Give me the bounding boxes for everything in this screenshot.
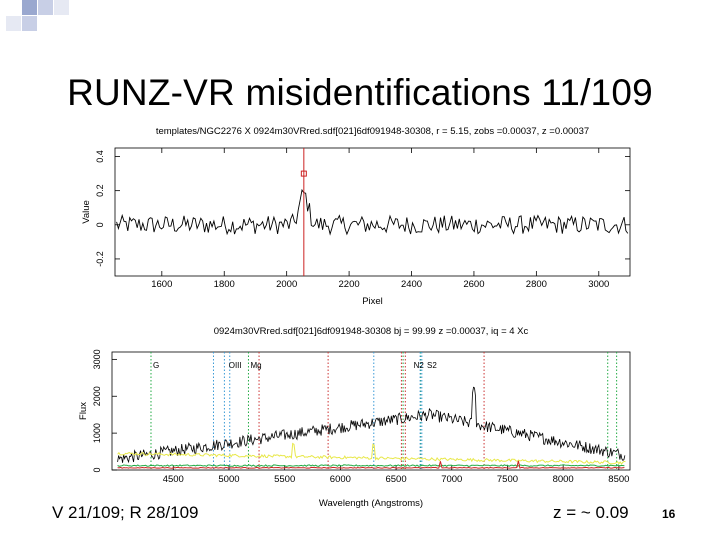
chart2-y-tick-label: 0 <box>92 467 102 472</box>
chart1-frame <box>114 147 631 277</box>
chart1-y-tick-label: 0.2 <box>95 184 105 197</box>
chart1-x-tick-label: 2200 <box>339 279 360 290</box>
chart2-x-tick-label: 5000 <box>218 474 239 485</box>
chart2-x-tick-label: 8500 <box>608 474 629 485</box>
chart2-x-tick-label: 4500 <box>163 474 184 485</box>
chart2-x-tick-label: 7000 <box>441 474 462 485</box>
chart1-x-tick-label: 1800 <box>214 279 235 290</box>
chart2-x-tick-label: 7500 <box>497 474 518 485</box>
chart2-x-tick-label: 6500 <box>385 474 406 485</box>
slide-title: RUNZ-VR misidentifications 11/109 <box>67 72 653 113</box>
deco-square <box>54 0 69 15</box>
chart2-line-label: N2 <box>414 361 425 370</box>
chart1-x-tick-label: 2800 <box>526 279 547 290</box>
chart2-x-tick-label: 8000 <box>553 474 574 485</box>
chart2-template-line <box>117 460 625 469</box>
chart2-x-tick-label: 5500 <box>274 474 295 485</box>
deco-square <box>38 0 53 15</box>
chart1-x-tick-label: 3000 <box>588 279 609 290</box>
chart1-correlation-line <box>116 188 629 236</box>
chart2-line-label: G <box>153 361 159 370</box>
chart2-line-label: OIII <box>229 361 242 370</box>
chart2-sky-line <box>117 442 626 465</box>
chart1-y-tick-label: 0 <box>95 222 105 227</box>
chart2-x-tick-label: 6000 <box>330 474 351 485</box>
chart2-frame <box>111 351 631 471</box>
chart1-y-tick-label: -0.2 <box>95 251 105 267</box>
chart1-y-label: Value <box>81 200 92 224</box>
chart1-x-label: Pixel <box>362 296 383 307</box>
chart1-x-tick-label: 2400 <box>401 279 422 290</box>
page-number: 16 <box>662 507 676 521</box>
deco-square <box>6 16 21 31</box>
chart1-y-tick-label: 0.4 <box>95 150 105 163</box>
chart2-title: 0924m30VRred.sdf[021]6df091948-30308 bj … <box>214 326 529 337</box>
chart1-x-tick-label: 2000 <box>276 279 297 290</box>
chart2-y-tick-label: 2000 <box>92 386 102 406</box>
chart2-line-label: S2 <box>427 361 437 370</box>
chart2-y-tick-label: 1000 <box>92 423 102 443</box>
chart2-x-label: Wavelength (Angstroms) <box>319 498 423 509</box>
chart2-y-label: Flux <box>78 402 89 420</box>
deco-square <box>22 16 37 31</box>
chart1-title: templates/NGC2276 X 0924m30VRred.sdf[021… <box>156 126 589 137</box>
chart2-y-tick-label: 3000 <box>92 349 102 369</box>
footer-left-stats: V 21/109; R 28/109 <box>52 503 199 522</box>
chart2-line-label: Mg <box>250 361 261 370</box>
chart2-flux-line <box>117 386 626 464</box>
corner-decoration <box>6 0 69 31</box>
chart1-peak-marker <box>300 170 307 177</box>
footer-right-redshift: z = ~ 0.09 <box>553 503 629 522</box>
chart1-x-tick-label: 2600 <box>463 279 484 290</box>
deco-square <box>22 0 37 15</box>
chart2-noise-line <box>117 464 625 467</box>
chart1-x-tick-label: 1600 <box>151 279 172 290</box>
